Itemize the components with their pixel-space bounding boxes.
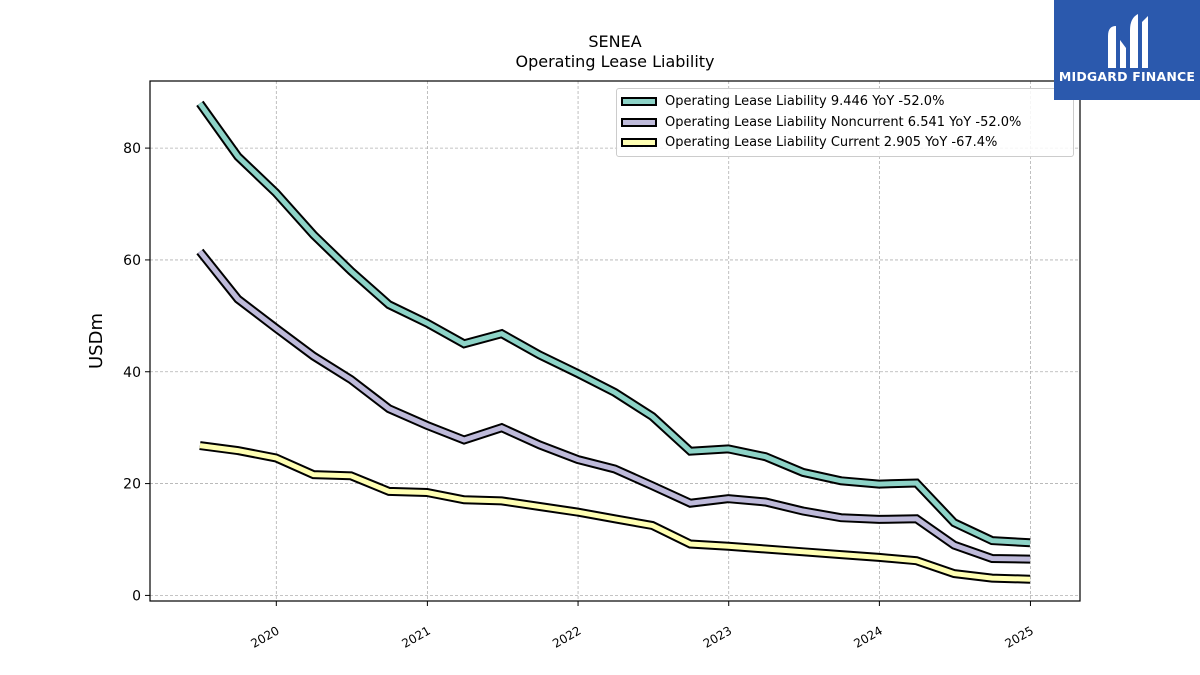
series-line-2 (199, 443, 1031, 582)
y-tick-label: 20 (123, 477, 141, 493)
y-tick-label: 40 (123, 365, 141, 381)
y-tick-label: 60 (123, 253, 141, 269)
chart-titles: SENEA Operating Lease Liability (150, 32, 1080, 72)
chart-subtitle: Operating Lease Liability (515, 52, 715, 71)
x-tick-label: 2021 (399, 623, 432, 650)
y-tick-label: 0 (132, 588, 141, 604)
series-line-0 (197, 101, 1031, 546)
midgard-logo-icon (1108, 14, 1148, 68)
legend-label-noncurrent: Operating Lease Liability Noncurrent 6.5… (665, 114, 1022, 130)
legend-item-noncurrent: Operating Lease Liability Noncurrent 6.5… (617, 113, 1021, 131)
x-tick-label: 2020 (248, 623, 281, 650)
y-tick-label: 80 (123, 141, 141, 157)
legend-swatch-current (621, 137, 657, 147)
legend-item-current: Operating Lease Liability Current 2.905 … (617, 133, 997, 151)
legend-swatch-noncurrent (621, 117, 657, 127)
legend-label-total: Operating Lease Liability 9.446 YoY -52.… (665, 93, 945, 109)
legend-item-total: Operating Lease Liability 9.446 YoY -52.… (617, 92, 944, 110)
chart-title: SENEA (588, 32, 642, 51)
brand-name: MIDGARD FINANCE (1058, 69, 1196, 84)
legend-swatch-total (621, 96, 657, 106)
x-tick-label: 2022 (550, 623, 583, 650)
chart-legend: Operating Lease Liability 9.446 YoY -52.… (616, 88, 1074, 157)
plot-frame (149, 80, 1081, 602)
series-outline-1 (196, 248, 1031, 564)
x-tick-label: 2025 (1003, 623, 1036, 650)
series-line-1 (197, 249, 1031, 562)
y-axis-label: USDm (86, 313, 107, 369)
brand-logo: MIDGARD FINANCE (1054, 0, 1200, 100)
legend-label-current: Operating Lease Liability Current 2.905 … (665, 134, 998, 150)
x-tick-label: 2023 (701, 623, 734, 650)
x-tick-label: 2024 (851, 623, 884, 650)
